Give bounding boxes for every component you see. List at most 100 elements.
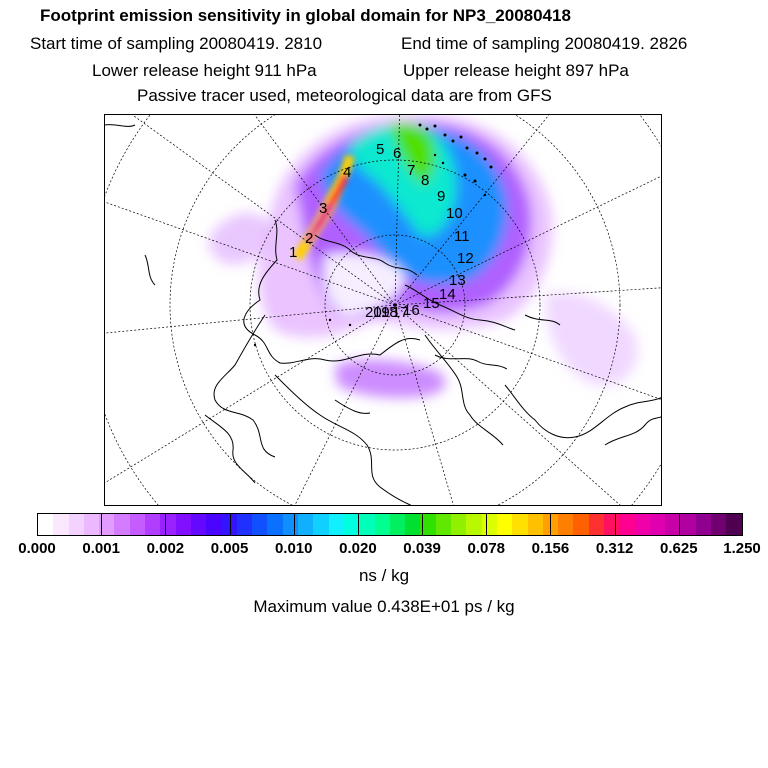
trajectory-label: 4 — [343, 164, 351, 181]
trajectory-label: 8 — [421, 172, 429, 189]
colorbar-swatch — [512, 514, 528, 535]
colorbar-swatch — [558, 514, 574, 535]
colorbar-divider — [165, 514, 167, 535]
colorbar-swatch — [634, 514, 650, 535]
trajectory-label: 18 — [381, 304, 398, 321]
sensitivity-map: 1 2 3 4 5 6 7 8 9 10 11 12 13 14 15 16 1… — [104, 114, 662, 506]
colorbar-swatch — [38, 514, 54, 535]
colorbar-swatch — [665, 514, 681, 535]
trajectory-label: 11 — [454, 228, 470, 245]
colorbar-swatch — [711, 514, 727, 535]
colorbar-divider — [678, 514, 680, 535]
colorbar-swatch — [481, 514, 497, 535]
colorbar-swatch — [542, 514, 559, 535]
trajectory-label: 1 — [289, 244, 297, 261]
colorbar-swatch — [435, 514, 452, 535]
colorbar-tick-label: 0.078 — [467, 540, 506, 557]
map-gridlines — [105, 115, 661, 505]
colorbar-divider — [293, 514, 295, 535]
map-canvas: 1 2 3 4 5 6 7 8 9 10 11 12 13 14 15 16 1… — [105, 115, 661, 505]
tracer-note: Passive tracer used, meteorological data… — [137, 86, 552, 105]
colorbar-divider — [550, 514, 552, 535]
colorbar-swatch — [282, 514, 299, 535]
colorbar-swatch — [451, 514, 467, 535]
colorbar-tick-label: 0.005 — [210, 540, 249, 557]
colorbar-swatch — [343, 514, 360, 535]
colorbar-tick-label: 0.000 — [18, 540, 56, 557]
colorbar-swatch — [160, 514, 176, 535]
trajectory-label: 15 — [423, 295, 440, 312]
trajectory-label: 12 — [457, 250, 474, 267]
colorbar-swatch — [68, 514, 84, 535]
start-time-label: Start time of sampling 20080419. 2810 — [30, 34, 323, 53]
trajectory-label: 7 — [407, 162, 415, 179]
colorbar-swatch — [405, 514, 421, 535]
trajectory-label: 14 — [439, 286, 456, 303]
colorbar-swatch — [313, 514, 329, 535]
colorbar-swatch — [695, 514, 712, 535]
end-time-label: End time of sampling 20080419. 2826 — [401, 34, 688, 53]
plot-title: Footprint emission sensitivity in global… — [40, 6, 571, 25]
colorbar-swatch — [603, 514, 620, 535]
colorbar-swatch — [83, 514, 100, 535]
colorbar-swatch — [466, 514, 482, 535]
colorbar-divider — [101, 514, 103, 535]
lower-height-label: Lower release height 911 hPa — [92, 61, 317, 80]
colorbar-swatch — [649, 514, 666, 535]
colorbar-tick-label: 0.002 — [146, 540, 185, 557]
colorbar-tick-label: 0.010 — [274, 540, 313, 557]
colorbar-swatch — [267, 514, 283, 535]
colorbar-divider — [422, 514, 424, 535]
trajectory-label: 3 — [319, 200, 327, 217]
colorbar-swatch — [619, 514, 635, 535]
colorbar-swatch — [496, 514, 513, 535]
colorbar-swatch — [527, 514, 543, 535]
colorbar-swatch — [726, 514, 742, 535]
colorbar-swatch — [374, 514, 390, 535]
colorbar-swatch — [298, 514, 314, 535]
trajectory-label: 10 — [446, 205, 463, 222]
colorbar-swatch — [221, 514, 237, 535]
maximum-value-label: Maximum value 0.438E+01 ps / kg — [253, 597, 515, 616]
island-marks — [253, 123, 493, 347]
colorbar-divider — [486, 514, 488, 535]
colorbar-tick-label: 1.250 — [723, 540, 761, 557]
colorbar-tick-label: 0.625 — [660, 540, 698, 557]
colorbar-tick-label: 0.312 — [595, 540, 634, 557]
colorbar-swatch — [206, 514, 222, 535]
colorbar-swatch — [99, 514, 115, 535]
colorbar-swatch — [236, 514, 253, 535]
plume-core — [293, 155, 355, 261]
trajectory-label: 20 — [365, 304, 382, 321]
colorbar-unit: ns / kg — [358, 566, 410, 585]
colorbar-swatch — [145, 514, 161, 535]
colorbar-swatch — [190, 514, 207, 535]
colorbar-swatch — [328, 514, 344, 535]
colorbar-swatch — [53, 514, 69, 535]
colorbar-divider — [229, 514, 231, 535]
colorbar-tick-label: 0.020 — [339, 540, 377, 557]
colorbar-swatch — [573, 514, 589, 535]
upper-height-label: Upper release height 897 hPa — [403, 61, 629, 80]
colorbar-swatch — [359, 514, 375, 535]
colorbar-swatch — [129, 514, 146, 535]
colorbar-divider — [614, 514, 616, 535]
coastlines — [105, 124, 661, 505]
colorbar-swatch — [389, 514, 406, 535]
colorbar-tick-label: 0.156 — [531, 540, 570, 557]
colorbar-swatch — [588, 514, 604, 535]
colorbar-swatch — [252, 514, 268, 535]
colorbar-swatch — [175, 514, 191, 535]
trajectory-label: 13 — [449, 272, 466, 289]
sensitivity-field — [208, 115, 638, 398]
colorbar-tick-label: 0.001 — [82, 540, 120, 557]
colorbar-swatch — [680, 514, 696, 535]
colorbar — [37, 513, 743, 536]
trajectory-label: 19 — [373, 304, 390, 321]
trajectory-label: 6 — [393, 145, 401, 162]
colorbar-swatch — [114, 514, 130, 535]
trajectory-label: 2 — [305, 230, 313, 247]
colorbar-tick-label: 0.039 — [403, 540, 441, 557]
trajectory-label: 5 — [376, 141, 384, 158]
colorbar-swatch — [420, 514, 436, 535]
